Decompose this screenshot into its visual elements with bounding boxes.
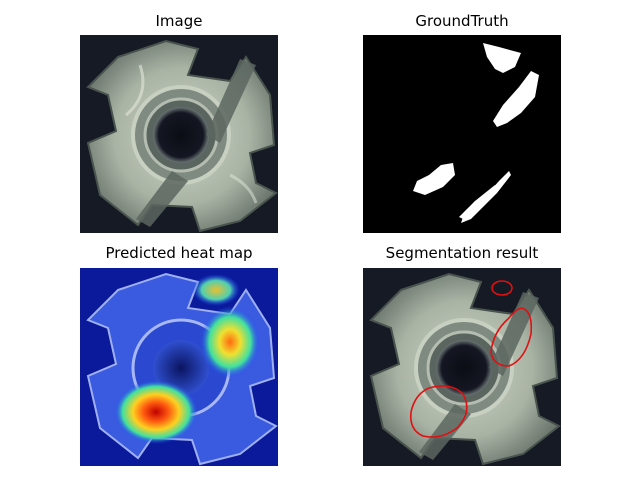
- heatmap-panel: [80, 268, 278, 466]
- defect-mask-lower-left: [413, 163, 455, 195]
- segmentation-contour-top: [491, 280, 513, 296]
- panel-title-groundtruth: GroundTruth: [415, 12, 509, 30]
- segmentation-overlay: [363, 268, 561, 466]
- panel-title-image: Image: [155, 12, 203, 30]
- groundtruth-panel: [363, 35, 561, 233]
- groundtruth-mask: [363, 35, 561, 233]
- defect-mask-streak-b: [459, 185, 499, 219]
- segmentation-contour-right: [490, 307, 533, 367]
- defect-mask-right: [493, 71, 539, 127]
- image-panel: [80, 35, 278, 233]
- panel-title-heatmap: Predicted heat map: [105, 244, 253, 262]
- panel-title-segmentation: Segmentation result: [385, 244, 539, 262]
- heat-hotspot-right: [200, 306, 260, 378]
- nut-photo: [80, 35, 278, 233]
- heat-hotspot-top: [192, 274, 240, 306]
- segmentation-panel: [363, 268, 561, 466]
- heat-hotspot-lower-left: [114, 380, 198, 444]
- segmentation-contour-lower-left: [409, 385, 468, 438]
- defect-mask-top: [483, 43, 521, 73]
- heatmap-overlay: [80, 268, 278, 466]
